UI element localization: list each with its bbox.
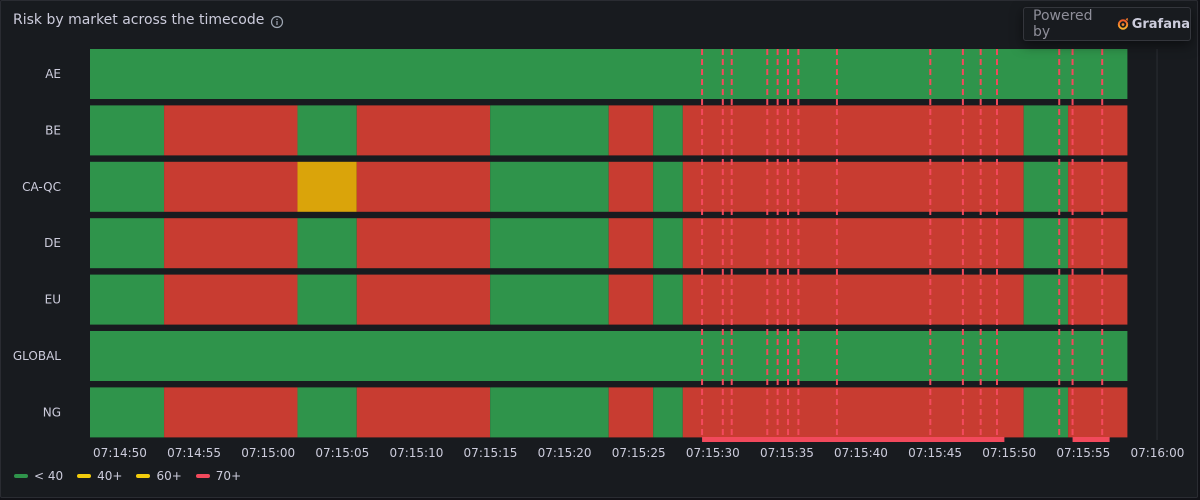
annotation-region [702,437,1005,442]
x-tick-label: 07:15:55 [1056,446,1110,460]
state-segment [164,274,298,325]
legend-item-70[interactable]: 70+ [195,469,242,483]
state-segment [608,161,654,212]
row-label: AE [45,67,61,81]
state-segment [653,161,683,212]
state-segment [297,105,357,156]
info-circle-icon[interactable] [269,14,285,30]
x-tick-label: 07:15:05 [315,446,369,460]
state-segment [90,105,165,156]
state-segment [90,387,165,438]
x-tick-label: 07:14:50 [93,446,147,460]
grafana-logo-icon [1117,18,1128,30]
state-segment [608,274,654,325]
x-tick-label: 07:16:00 [1130,446,1184,460]
x-tick-label: 07:15:10 [389,446,443,460]
legend-label: 60+ [156,469,182,483]
state-segment [490,218,609,269]
state-segment [490,274,609,325]
state-segment [90,331,1128,381]
state-segment [1068,161,1128,212]
x-tick-label: 07:15:15 [464,446,518,460]
state-segment [1068,387,1128,438]
x-tick-label: 07:15:45 [908,446,962,460]
state-segment [297,161,357,212]
state-segment [356,105,491,156]
x-tick-label: 07:15:00 [241,446,295,460]
legend-label: 70+ [215,469,242,483]
legend-item-60[interactable]: 60+ [136,469,182,483]
powered-by-label: Powered by [1033,8,1093,40]
state-segment [356,218,491,269]
state-segment [1023,105,1069,156]
state-segment [653,274,683,325]
state-segment [608,218,654,269]
legend-swatch [136,474,151,478]
legend-item-40[interactable]: 40+ [77,469,122,483]
legend-label: < 40 [34,469,64,483]
panel-title: Risk by market across the timecode [13,12,265,28]
state-segment [1023,161,1069,212]
state-segment [1068,274,1128,325]
powered-by-badge[interactable]: Powered by Grafana [1023,7,1191,41]
row-label: NG [43,405,61,419]
state-segment [90,161,165,212]
brand-name: Grafana [1131,16,1190,32]
state-segment [1023,218,1069,269]
state-segment [90,49,1128,99]
x-tick-label: 07:15:25 [612,446,666,460]
state-segment [653,105,683,156]
state-segment [297,218,357,269]
state-segment [164,387,298,438]
state-segment [164,161,298,212]
state-segment [1068,105,1128,156]
x-tick-label: 07:15:35 [760,446,814,460]
state-segment [682,105,1024,156]
state-segment [490,161,609,212]
x-tick-label: 07:15:50 [982,446,1036,460]
row-label: BE [45,123,61,137]
legend-swatch [195,474,210,478]
state-segment [356,274,491,325]
state-segment [653,387,683,438]
state-segment [682,218,1024,269]
state-segment [608,387,654,438]
state-segment [297,387,357,438]
state-segment [682,274,1024,325]
x-tick-label: 07:15:40 [834,446,888,460]
state-segment [1023,274,1069,325]
state-segment [1023,387,1069,438]
state-segment [682,387,1024,438]
x-tick-label: 07:15:30 [686,446,740,460]
row-label: DE [44,236,61,250]
legend-label: 40+ [97,469,123,483]
legend-swatch [14,474,28,478]
row-label: GLOBAL [13,349,61,363]
state-segment [90,218,165,269]
state-segment [164,218,298,269]
state-segment [653,218,683,269]
state-segment [356,161,491,212]
state-segment [1068,218,1128,269]
state-segment [90,274,165,325]
legend-item-lt40[interactable]: < 40 [14,469,63,483]
row-label: EU [45,293,61,307]
legend-swatch [77,474,92,478]
x-tick-label: 07:15:20 [538,446,592,460]
state-segment [490,387,609,438]
state-segment [297,274,357,325]
legend: < 40 40+ 60+ 70+ [14,469,241,483]
state-segment [682,161,1024,212]
brand: Grafana [1116,17,1190,32]
row-label: CA-QC [22,180,61,194]
annotation-region [1072,437,1110,442]
x-tick-label: 07:14:55 [167,446,221,460]
state-segment [490,105,609,156]
state-segment [356,387,491,438]
state-segment [608,105,654,156]
state-segment [164,105,298,156]
